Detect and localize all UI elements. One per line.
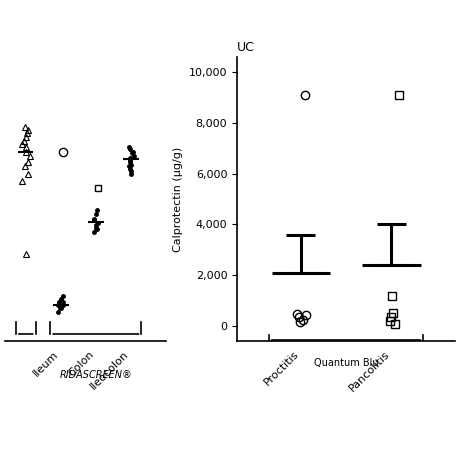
Text: RIDASCREEN®: RIDASCREEN® [59,371,132,381]
Text: UC: UC [237,41,255,55]
Y-axis label: Calprotectin (μg/g): Calprotectin (μg/g) [173,146,183,252]
Text: Quantum Blu: Quantum Blu [314,358,378,368]
